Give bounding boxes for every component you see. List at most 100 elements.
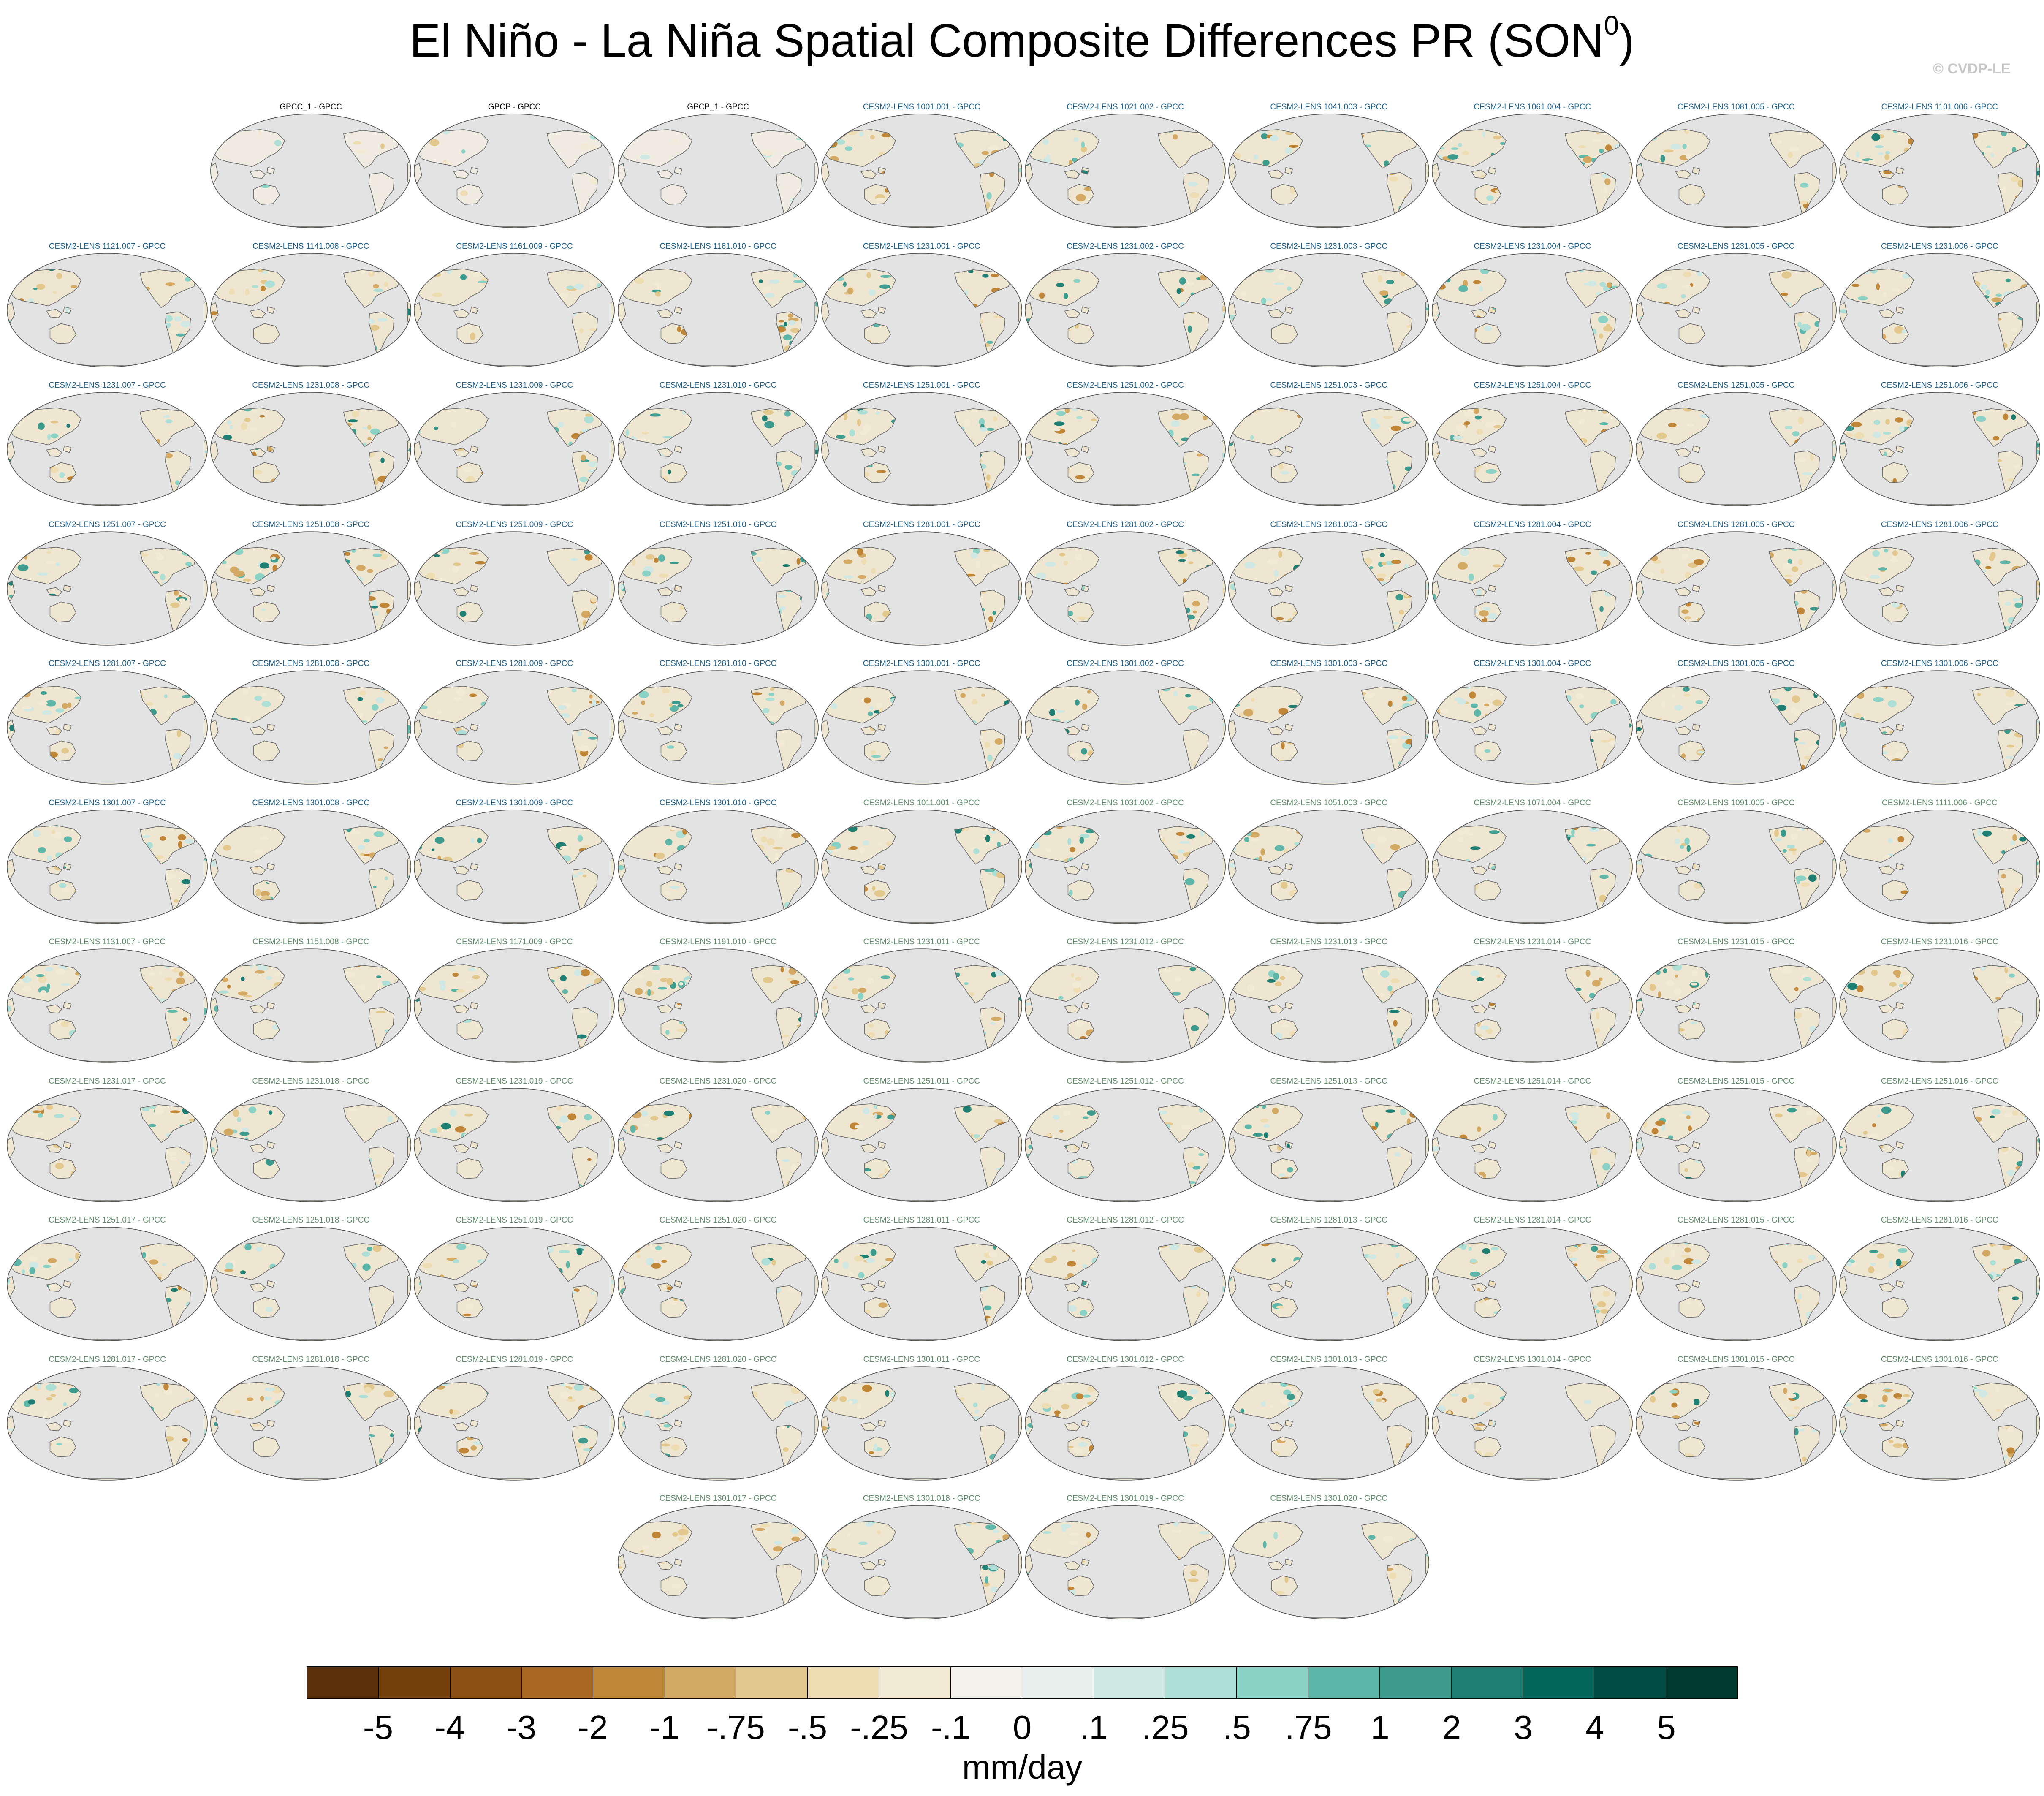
map-panel: CESM2-LENS 1231.006 - GPCC [1838, 241, 2041, 370]
panel-title: CESM2-LENS 1141.008 - GPCC [209, 241, 412, 253]
panel-title: CESM2-LENS 1191.010 - GPCC [617, 936, 820, 948]
colorbar-box [593, 1667, 665, 1698]
panel-title: CESM2-LENS 1281.012 - GPCC [1024, 1215, 1227, 1226]
world-map [820, 530, 1023, 647]
panel-title: CESM2-LENS 1301.012 - GPCC [1024, 1354, 1227, 1366]
world-map [413, 1087, 616, 1203]
panel-title: GPCC_1 - GPCC [209, 101, 412, 113]
world-map [1431, 1087, 1634, 1203]
map-panel: CESM2-LENS 1301.011 - GPCC [820, 1354, 1023, 1483]
colorbar-box [736, 1667, 808, 1698]
world-map [413, 113, 616, 229]
world-map [1431, 809, 1634, 925]
colorbar-box [1594, 1667, 1666, 1698]
panel-title: CESM2-LENS 1281.004 - GPCC [1431, 519, 1634, 531]
map-panel: CESM2-LENS 1301.015 - GPCC [1635, 1354, 1838, 1483]
world-map [413, 948, 616, 1064]
map-panel: CESM2-LENS 1281.006 - GPCC [1838, 519, 2041, 648]
world-map [1635, 1226, 1838, 1342]
panel-title: CESM2-LENS 1251.015 - GPCC [1635, 1076, 1838, 1087]
map-panel: CESM2-LENS 1281.018 - GPCC [209, 1354, 412, 1483]
world-map [413, 809, 616, 925]
map-panel: CESM2-LENS 1281.005 - GPCC [1635, 519, 1838, 648]
panel-title: CESM2-LENS 1251.019 - GPCC [413, 1215, 616, 1226]
panel-title: CESM2-LENS 1281.003 - GPCC [1227, 519, 1430, 531]
world-map [6, 948, 209, 1064]
map-panel: CESM2-LENS 1281.012 - GPCC [1024, 1215, 1227, 1343]
world-map [209, 252, 412, 368]
map-panel: CESM2-LENS 1281.016 - GPCC [1838, 1215, 2041, 1343]
world-map [1024, 809, 1227, 925]
map-panel: CESM2-LENS 1251.011 - GPCC [820, 1076, 1023, 1204]
panel-title: CESM2-LENS 1281.015 - GPCC [1635, 1215, 1838, 1226]
colorbar-box [879, 1667, 951, 1698]
world-map [6, 1226, 209, 1342]
panel-title: CESM2-LENS 1301.009 - GPCC [413, 797, 616, 809]
world-map [617, 1087, 820, 1203]
panel-title: CESM2-LENS 1171.009 - GPCC [413, 936, 616, 948]
world-map [209, 1226, 412, 1342]
panel-title: CESM2-LENS 1251.006 - GPCC [1838, 380, 2041, 391]
map-panel: CESM2-LENS 1061.004 - GPCC [1431, 101, 1634, 230]
panel-title: CESM2-LENS 1251.003 - GPCC [1227, 380, 1430, 391]
panel-title: CESM2-LENS 1281.008 - GPCC [209, 658, 412, 670]
panel-title: CESM2-LENS 1061.004 - GPCC [1431, 101, 1634, 113]
map-panel: CESM2-LENS 1281.015 - GPCC [1635, 1215, 1838, 1343]
panel-title: CESM2-LENS 1231.011 - GPCC [820, 936, 1023, 948]
panel-title: CESM2-LENS 1301.013 - GPCC [1227, 1354, 1430, 1366]
map-panel: CESM2-LENS 1281.004 - GPCC [1431, 519, 1634, 648]
colorbar-box [1380, 1667, 1451, 1698]
world-map [820, 1365, 1023, 1481]
map-panel: CESM2-LENS 1231.012 - GPCC [1024, 936, 1227, 1065]
panel-title: CESM2-LENS 1301.003 - GPCC [1227, 658, 1430, 670]
panel-title: CESM2-LENS 1151.008 - GPCC [209, 936, 412, 948]
panel-grid: GPCC_1 - GPCC GPCP - GPCC GPCP_1 - GPCC CES… [0, 0, 2044, 1638]
panel-title: CESM2-LENS 1301.015 - GPCC [1635, 1354, 1838, 1366]
panel-title: CESM2-LENS 1281.018 - GPCC [209, 1354, 412, 1366]
map-panel: CESM2-LENS 1251.020 - GPCC [617, 1215, 820, 1343]
map-panel: CESM2-LENS 1251.012 - GPCC [1024, 1076, 1227, 1204]
panel-title: CESM2-LENS 1281.013 - GPCC [1227, 1215, 1430, 1226]
panel-title: CESM2-LENS 1301.006 - GPCC [1838, 658, 2041, 670]
map-panel: CESM2-LENS 1301.016 - GPCC [1838, 1354, 2041, 1483]
world-map [1024, 391, 1227, 507]
panel-title: CESM2-LENS 1121.007 - GPCC [6, 241, 209, 253]
panel-title: CESM2-LENS 1231.013 - GPCC [1227, 936, 1430, 948]
panel-title: CESM2-LENS 1251.004 - GPCC [1431, 380, 1634, 391]
panel-title: CESM2-LENS 1131.007 - GPCC [6, 936, 209, 948]
panel-title: CESM2-LENS 1231.009 - GPCC [413, 380, 616, 391]
map-panel: CESM2-LENS 1301.008 - GPCC [209, 797, 412, 926]
world-map [820, 669, 1023, 785]
map-panel: CESM2-LENS 1231.008 - GPCC [209, 380, 412, 508]
world-map [1227, 809, 1430, 925]
world-map [413, 1226, 616, 1342]
panel-title: CESM2-LENS 1251.010 - GPCC [617, 519, 820, 531]
map-panel: CESM2-LENS 1231.018 - GPCC [209, 1076, 412, 1204]
map-panel: CESM2-LENS 1231.020 - GPCC [617, 1076, 820, 1204]
map-panel: CESM2-LENS 1251.016 - GPCC [1838, 1076, 2041, 1204]
world-map [1024, 1365, 1227, 1481]
world-map [6, 391, 209, 507]
world-map [1838, 1226, 2041, 1342]
world-map [617, 809, 820, 925]
map-panel: CESM2-LENS 1101.006 - GPCC [1838, 101, 2041, 230]
world-map [6, 252, 209, 368]
colorbar-box [1523, 1667, 1594, 1698]
world-map [1227, 530, 1430, 647]
panel-title: CESM2-LENS 1281.019 - GPCC [413, 1354, 616, 1366]
panel-title: CESM2-LENS 1251.020 - GPCC [617, 1215, 820, 1226]
map-panel: CESM2-LENS 1301.009 - GPCC [413, 797, 616, 926]
map-panel: CESM2-LENS 1031.002 - GPCC [1024, 797, 1227, 926]
map-panel: CESM2-LENS 1251.001 - GPCC [820, 380, 1023, 508]
panel-title: CESM2-LENS 1231.020 - GPCC [617, 1076, 820, 1087]
panel-title: CESM2-LENS 1251.005 - GPCC [1635, 380, 1838, 391]
world-map [6, 530, 209, 647]
map-panel: GPCP - GPCC [413, 101, 616, 230]
map-panel: CESM2-LENS 1231.015 - GPCC [1635, 936, 1838, 1065]
colorbar-box [307, 1667, 379, 1698]
map-panel: CESM2-LENS 1301.010 - GPCC [617, 797, 820, 926]
world-map [1635, 1365, 1838, 1481]
map-panel: CESM2-LENS 1301.002 - GPCC [1024, 658, 1227, 787]
map-panel: CESM2-LENS 1051.003 - GPCC [1227, 797, 1430, 926]
panel-title: CESM2-LENS 1051.003 - GPCC [1227, 797, 1430, 809]
